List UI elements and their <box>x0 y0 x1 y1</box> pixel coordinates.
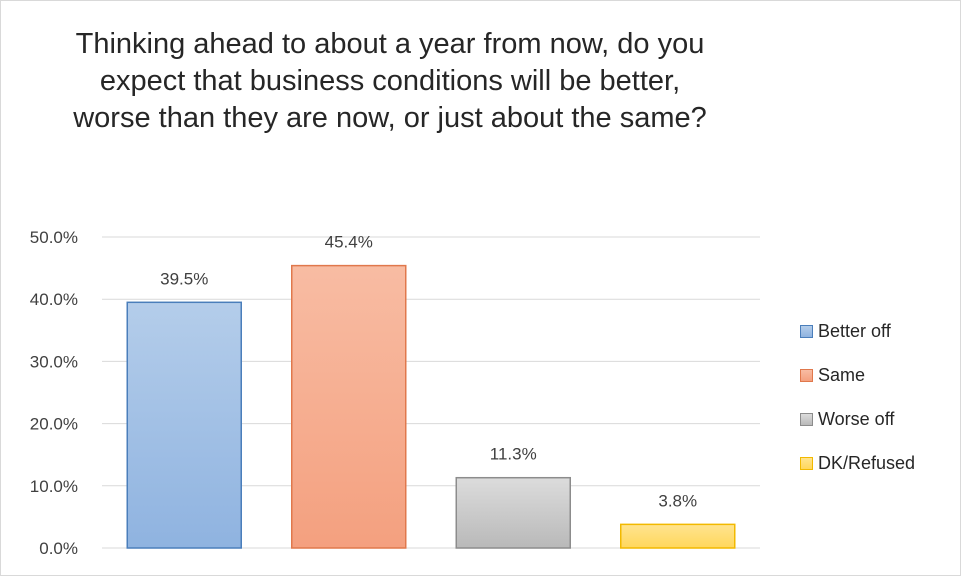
data-label: 11.3% <box>490 445 537 464</box>
legend-label: Better off <box>818 320 891 341</box>
data-label: 3.8% <box>658 491 697 510</box>
legend-label: Same <box>818 364 866 385</box>
chart-title: Thinking ahead to about a year from now,… <box>73 28 707 134</box>
legend-item: DK/Refused <box>800 441 915 485</box>
bars <box>126 264 736 549</box>
legend-swatch <box>800 324 813 338</box>
y-tick-label: 10.0% <box>30 477 78 496</box>
bar-better-off <box>126 301 242 549</box>
bar-worse-off <box>455 476 571 549</box>
data-label: 45.4% <box>325 233 373 252</box>
bar-same <box>291 264 407 549</box>
y-tick-label: 0.0% <box>39 539 78 558</box>
y-tick-label: 50.0% <box>30 228 78 247</box>
legend-swatch <box>800 412 813 426</box>
legend-label: DK/Refused <box>818 452 916 473</box>
data-label: 39.5% <box>160 269 208 288</box>
legend: Better off Same Worse off DK/Refused <box>800 309 915 485</box>
legend-swatch <box>800 368 813 382</box>
y-axis-ticks: 0.0% 10.0% 20.0% 30.0% 40.0% 50.0% <box>30 228 78 558</box>
data-labels: 39.5% 45.4% 11.3% 3.8% <box>160 233 697 511</box>
y-tick-label: 30.0% <box>30 352 78 371</box>
legend-item: Better off <box>800 309 915 353</box>
legend-label: Worse off <box>818 408 895 429</box>
legend-item: Same <box>800 353 915 397</box>
legend-item: Worse off <box>800 397 915 441</box>
bar-dk-refused <box>620 523 736 549</box>
y-tick-label: 40.0% <box>30 290 78 309</box>
y-tick-label: 20.0% <box>30 415 78 434</box>
legend-swatch <box>800 456 813 470</box>
